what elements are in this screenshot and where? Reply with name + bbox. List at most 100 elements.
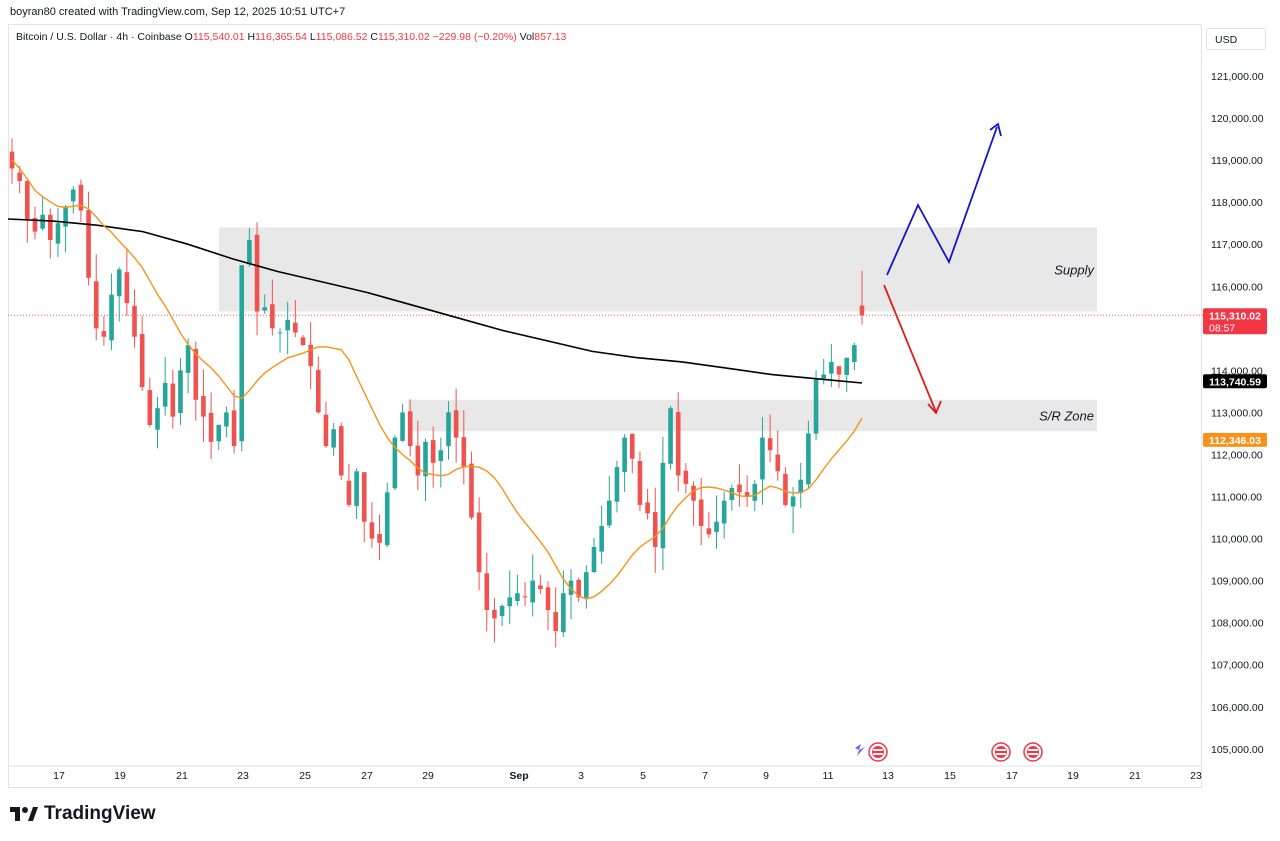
candle-body [316,369,321,413]
candle-down [270,279,275,336]
candle-down [407,399,413,457]
candle-up [162,356,168,416]
candle-body [170,383,176,417]
candle-down [706,512,712,538]
candle-body [47,214,53,240]
high-value: 116,365.54 [255,31,307,43]
candle-body [201,396,206,417]
candle-down [86,191,91,286]
event-icon-stripe [873,749,883,751]
low-label: L [309,31,316,43]
candle-down [484,552,490,632]
candle-body [622,437,627,472]
candle-body [86,210,91,278]
candle-body [637,460,643,505]
candle-body [216,425,222,442]
volume-label: Vol [519,31,535,43]
candle-body [675,412,681,476]
candle-body [591,546,597,573]
candle-body [407,411,413,447]
candle-down [775,430,781,481]
candle-up [109,273,114,350]
candle-down [308,322,313,390]
x-tick-label: 3 [578,770,584,782]
x-tick-label: Sep [509,770,528,782]
candle-down [132,289,137,348]
candle-body [70,189,76,202]
currency-button[interactable]: USD [1206,28,1266,50]
candle-up [400,404,405,442]
candle-up [63,204,68,253]
candle-body [813,378,819,434]
candle-up [507,570,513,625]
candle-body [568,580,574,595]
candle-body [147,390,153,426]
candle-body [767,438,773,451]
candle-body [392,437,398,489]
candle-down [93,254,99,341]
chart-pane[interactable] [8,24,1202,788]
ema-fast-badge: 112,346.03 [1203,432,1267,447]
candle-body [247,239,252,265]
candle-up [262,294,268,314]
candle-down [369,502,375,548]
candle-body [132,305,137,337]
candle-up [446,401,451,460]
y-tick-label: 111,000.00 [1211,492,1262,504]
volume-value: 857.13 [534,31,567,43]
candle-down [538,574,543,595]
candle-body [545,587,551,611]
candle-body [116,269,122,297]
candle-body [844,357,849,375]
candle-down [300,335,306,346]
candle-down [629,433,635,474]
y-tick-label: 106,000.00 [1211,702,1264,714]
candle-body [691,485,696,501]
price-badge-text: 112,346.03 [1209,435,1261,447]
candle-down [469,451,474,520]
candle-up [844,357,849,392]
candle-up [798,462,804,508]
candle-down [553,587,558,648]
candle-body [484,573,490,611]
candle-body [790,496,796,507]
candle-body [93,281,99,329]
candle-body [783,473,788,505]
candle-body [17,172,22,182]
candle-down [231,390,237,454]
candle-body [78,184,84,211]
candle-body [469,463,474,518]
zone-supply: Supply [219,227,1097,312]
candle-down [147,377,153,428]
candle-body [576,579,581,598]
candle-body [239,265,245,442]
change-value: −229.98 (−0.20%) [432,31,517,43]
price-badge-bg [1203,308,1267,335]
candle-body [507,597,513,607]
candle-body [377,534,382,543]
candle-up [721,491,727,539]
bearish-arrowhead [927,400,942,415]
candle-body [492,610,497,619]
candle-body [231,410,237,447]
candle-down [201,369,206,442]
candle-body [185,345,191,373]
candle-body [821,374,827,379]
candle-down [323,401,329,448]
candle-up [622,434,627,492]
candle-up [55,207,61,257]
candle-down [545,580,551,631]
y-tick-label: 118,000.00 [1211,197,1263,209]
symbol-name: Bitcoin / U.S. Dollar · 4h · Coinbase [16,31,182,43]
tradingview-logo[interactable]: TradingView [10,803,156,825]
candle-body [836,366,842,375]
candle-down [698,477,704,546]
x-tick-label: 23 [237,770,249,782]
candle-body [476,512,482,573]
candle-up [806,420,811,489]
candle-up [178,358,183,426]
candle-down [316,356,321,414]
x-tick-label: 17 [53,770,65,782]
candle-down [338,422,344,480]
